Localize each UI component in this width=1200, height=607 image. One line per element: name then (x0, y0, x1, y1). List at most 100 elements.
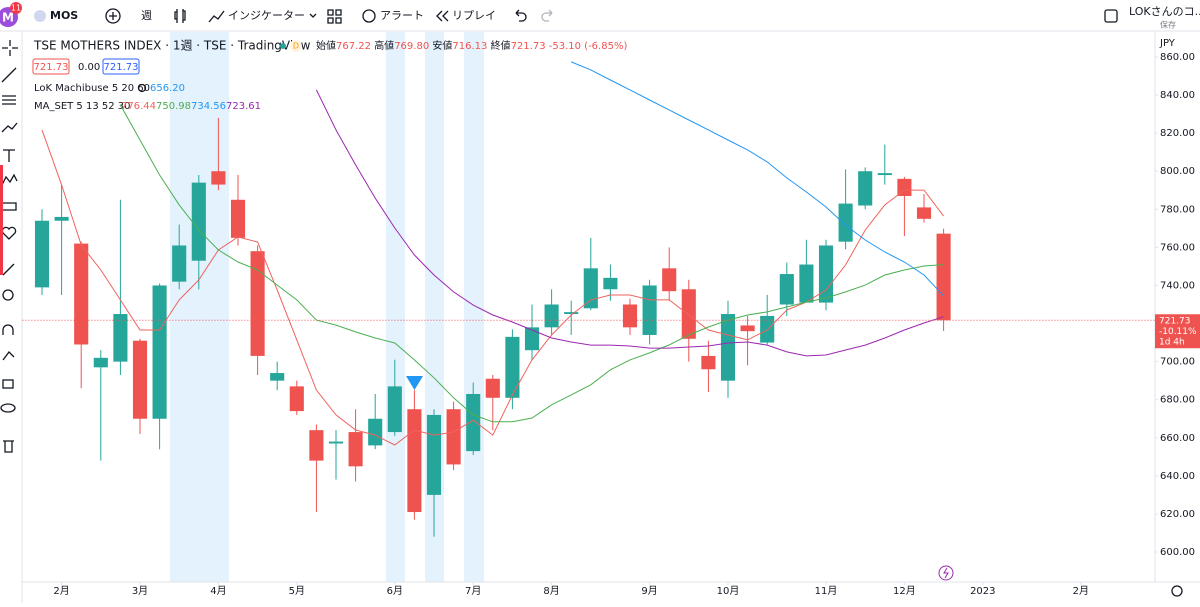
brush-tool[interactable] (1, 122, 18, 133)
y-tick-label: 760.00 (1160, 242, 1195, 253)
ask-box[interactable] (102, 58, 140, 75)
indicators[interactable]: インジケーター (228, 9, 305, 22)
events-bolt (943, 567, 949, 579)
layout-icon[interactable] (327, 9, 342, 24)
y-tick-label: 800.00 (1160, 166, 1195, 177)
symbol[interactable]: MOS (50, 9, 78, 22)
trash-tool[interactable] (3, 440, 14, 453)
x-tick-label: 4月 (210, 585, 226, 597)
candle-body (426, 414, 442, 495)
candle-body (544, 304, 559, 328)
text-tool[interactable] (3, 149, 15, 162)
price-tag (1155, 314, 1200, 349)
highlights (170, 32, 484, 582)
moving-average (41, 129, 944, 446)
favorite-tool[interactable] (1, 226, 17, 240)
layout-name[interactable]: LOKさんのコ... (1129, 5, 1200, 18)
candle-body (466, 393, 481, 452)
redo-icon[interactable] (541, 9, 553, 22)
ohlc-label: 高値 (374, 39, 394, 52)
candle-body (328, 441, 344, 444)
pattern-tool[interactable] (1, 173, 18, 186)
x-tick-label: 3月 (132, 585, 148, 597)
spread: 0.00 (78, 62, 100, 73)
candle-body (564, 312, 579, 315)
measure-tool[interactable] (1, 202, 17, 211)
ma-value: 750.98 (156, 101, 191, 112)
candle-body (858, 171, 873, 206)
symbol-icon (34, 10, 46, 22)
fib-tool[interactable] (2, 95, 16, 105)
undo-icon[interactable] (515, 9, 527, 22)
lock-tool[interactable] (2, 379, 14, 389)
candle-body (818, 245, 834, 303)
ma-value: 776.44 (121, 101, 156, 112)
candle-body (760, 315, 775, 343)
y-tick-label: 620.00 (1160, 509, 1195, 520)
ma-label: MA_SET 5 13 52 30 (34, 101, 131, 112)
moving-average (119, 104, 944, 423)
candle-body (603, 277, 618, 290)
candle-body (191, 182, 206, 261)
candle-body (622, 304, 638, 328)
alert[interactable]: アラート (380, 9, 424, 22)
candle-body (113, 314, 128, 362)
candle-body (916, 207, 932, 219)
zoom-tool[interactable] (2, 289, 14, 301)
line-tool[interactable] (1, 67, 17, 83)
y-tick-label: 780.00 (1160, 204, 1195, 215)
cursor-tool[interactable] (2, 40, 18, 56)
candle-body (152, 285, 167, 419)
candle-body (505, 336, 520, 398)
moving-average (571, 61, 944, 297)
save[interactable]: 保存 (1160, 20, 1176, 30)
settings-icon[interactable] (1171, 585, 1183, 597)
y-tick-label: 640.00 (1160, 471, 1195, 482)
checkbox[interactable] (1104, 9, 1118, 23)
candle-body (230, 199, 246, 238)
ohlc-label: 始値 (316, 39, 336, 52)
top-toolbar (0, 0, 1200, 31)
ohlc-label: 終値 (491, 39, 511, 52)
x-tick-label: 12月 (893, 585, 916, 597)
ohlc-value: 721.73 (511, 41, 546, 52)
candle-body (93, 357, 108, 368)
currency[interactable]: JPY (1159, 38, 1176, 49)
highlight-band (386, 32, 405, 582)
replay-icon (436, 10, 449, 22)
lock-drawing-tool[interactable] (2, 351, 15, 361)
bid-box[interactable] (32, 58, 70, 75)
delay-badge: D (293, 42, 299, 51)
candle-body (662, 268, 677, 292)
candle-body (211, 171, 226, 185)
events-icon[interactable] (938, 565, 954, 581)
y-tick-label: 700.00 (1160, 357, 1195, 368)
candle-body (270, 373, 285, 381)
replay[interactable]: リプレイ (452, 9, 496, 22)
highlight-band (170, 32, 229, 582)
avatar-letter: M (2, 11, 14, 25)
x-tick-label: 7月 (465, 585, 481, 597)
ruler-tool[interactable] (2, 263, 15, 276)
indicator-value: 656.20 (150, 83, 185, 94)
candle-body (681, 289, 696, 339)
dropdown-icon[interactable] (309, 13, 317, 18)
interval[interactable]: 週 (141, 9, 152, 22)
visibility-tool[interactable] (0, 403, 16, 413)
ohlc-value: 767.22 (336, 41, 371, 52)
candle-body (446, 409, 461, 465)
add-icon[interactable] (105, 8, 121, 24)
indicator-label: LoK Machibuse 5 20 60 (34, 83, 150, 94)
ma-value: 723.61 (226, 101, 261, 112)
price-tag-text: 721.73 (1159, 317, 1191, 327)
x-tick-label: 8月 (543, 585, 559, 597)
magnet-tool[interactable] (2, 324, 14, 335)
ohlc-value: 769.80 (394, 41, 429, 52)
change: -53.10 (-6.85%) (549, 41, 628, 52)
candle-icon[interactable] (174, 9, 186, 23)
candle-body (368, 418, 383, 446)
y-tick-label: 680.00 (1160, 395, 1195, 406)
candle-body (779, 274, 794, 305)
y-tick-label: 860.00 (1160, 52, 1195, 63)
